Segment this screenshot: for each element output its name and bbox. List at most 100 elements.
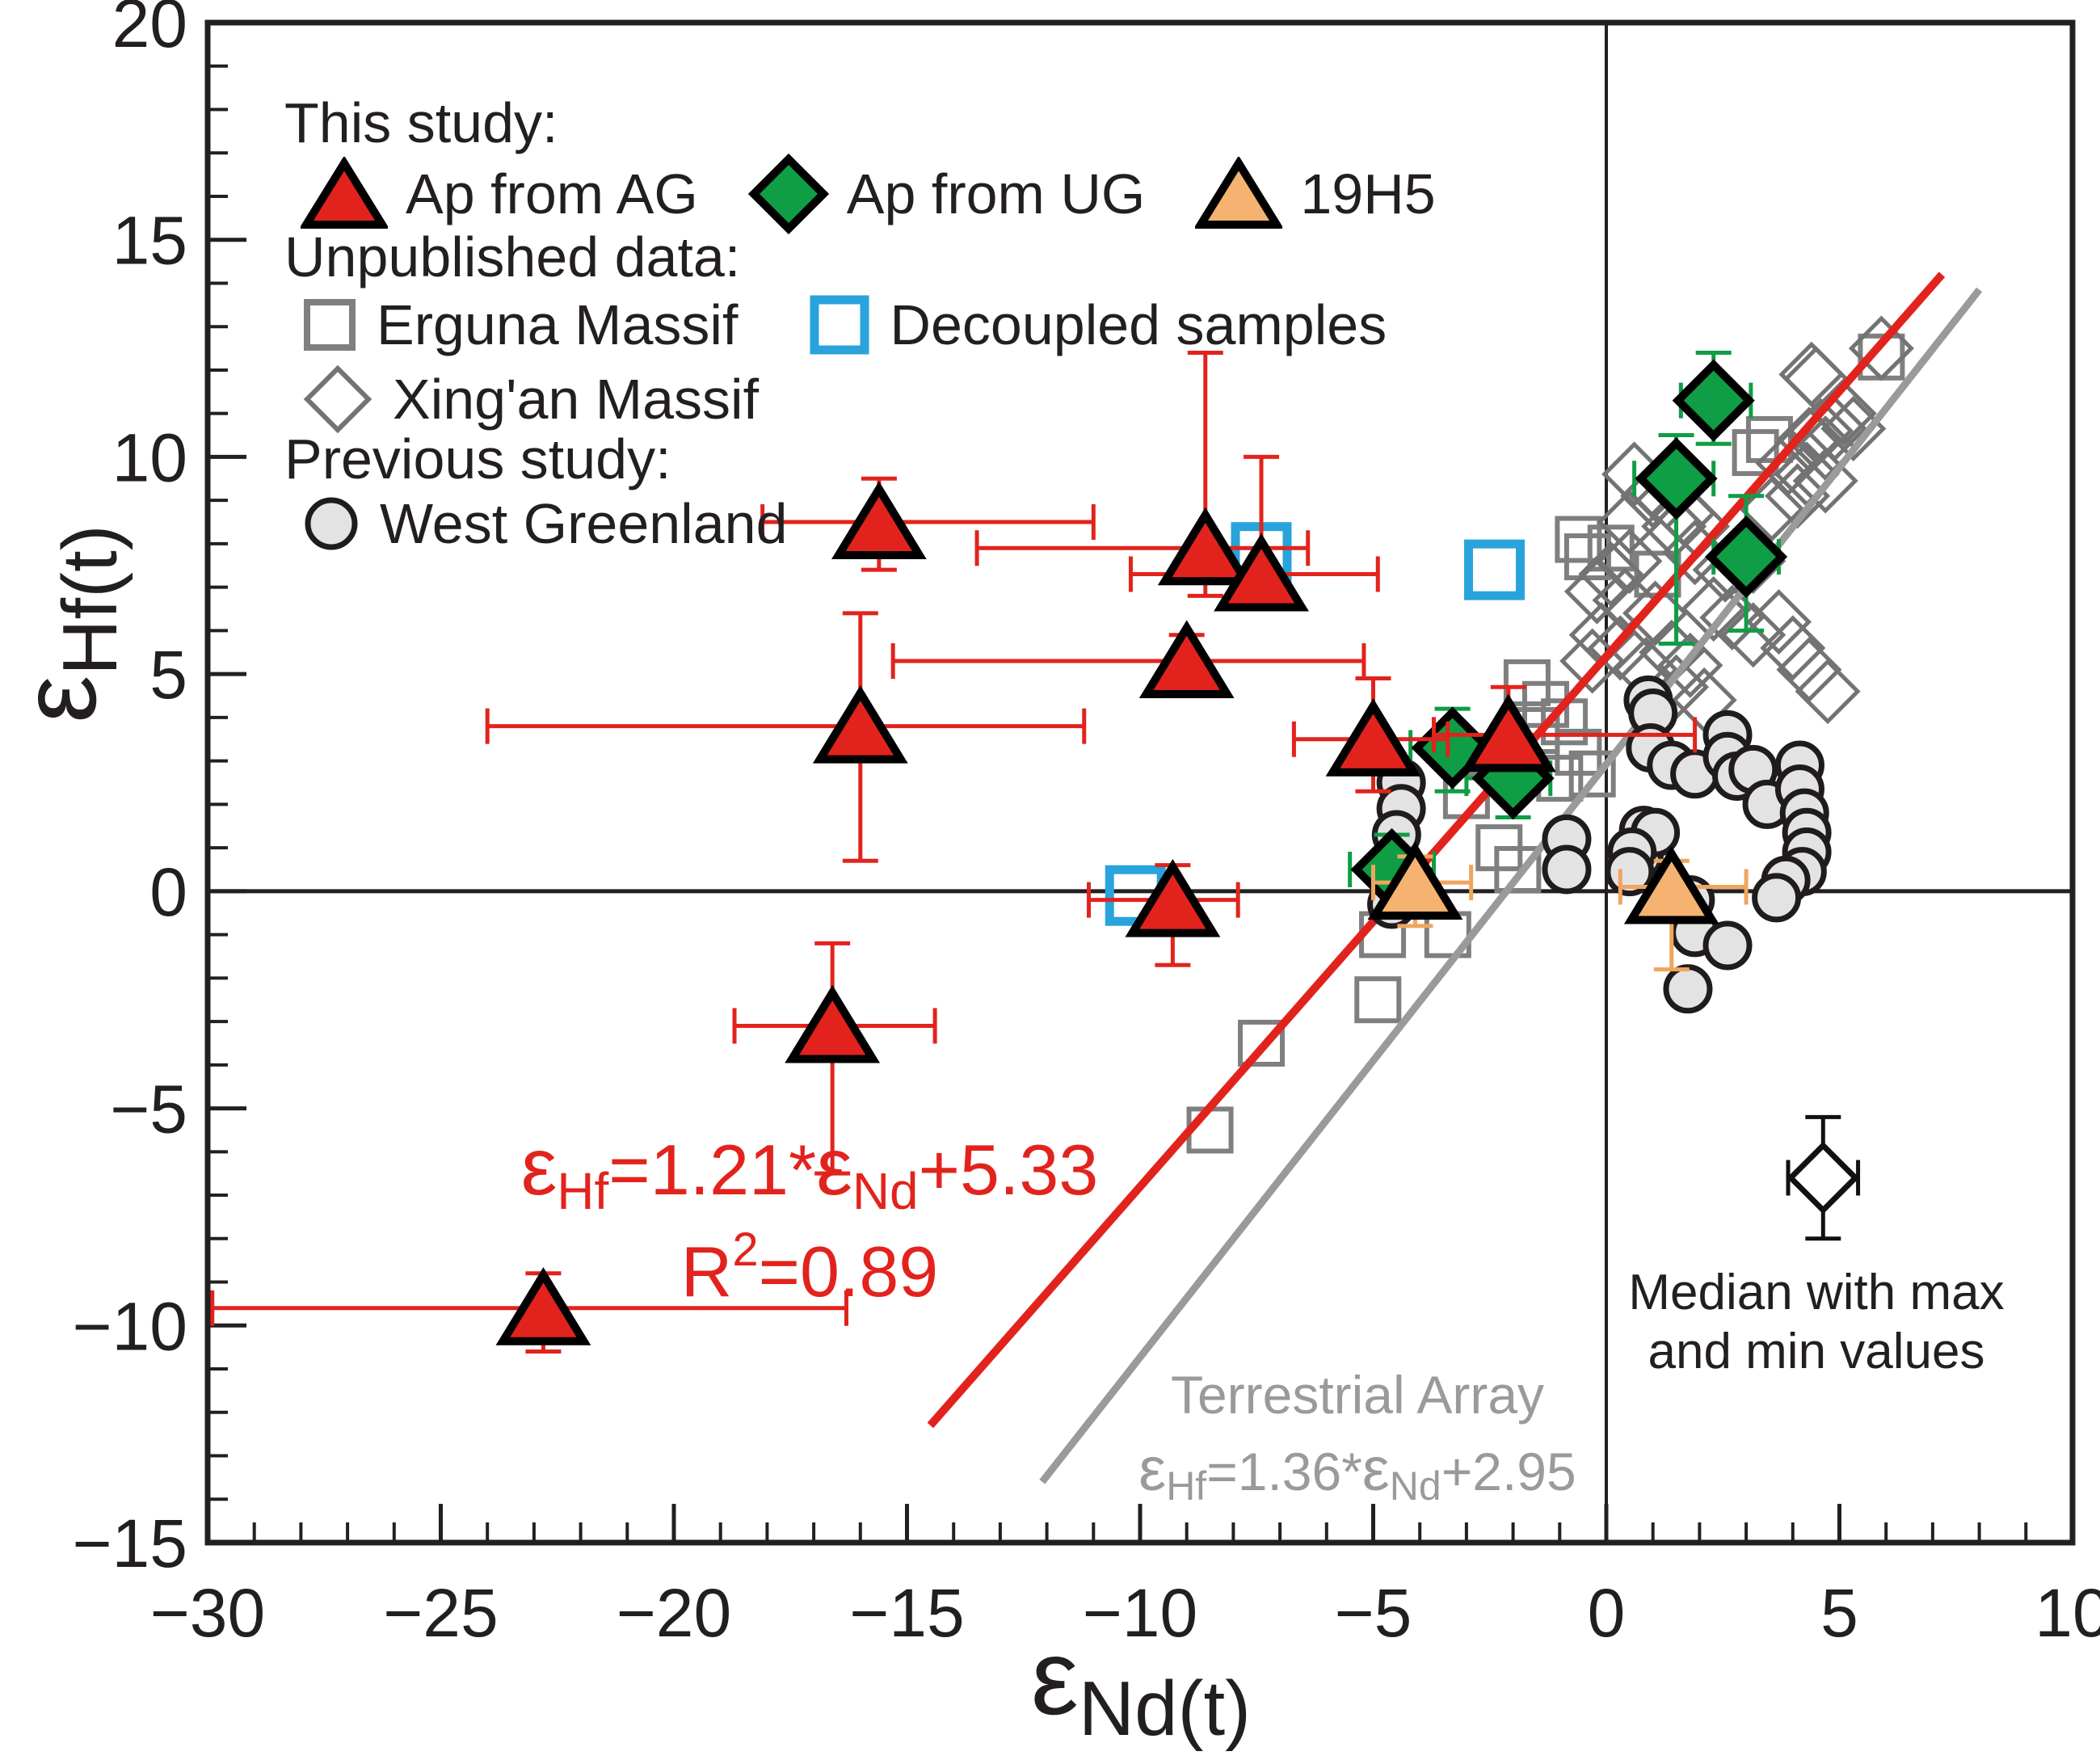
xingan-diamond-marker — [1792, 448, 1858, 514]
west-greenland-circle-marker — [1663, 964, 1713, 1014]
ap-ag-triangle-marker — [1157, 507, 1253, 586]
epsilon-symbol: ε — [816, 1121, 852, 1212]
ap-ug-diamond-marker — [1705, 515, 1788, 599]
r2-superscript: 2 — [732, 1223, 759, 1276]
epsilon-symbol: ε — [0, 675, 118, 723]
h19-triangle-marker — [1623, 845, 1719, 924]
r2-value: =0.89 — [758, 1231, 939, 1312]
decoupled-square-marker — [1464, 539, 1526, 600]
y-axis-subscript: Hf(t) — [47, 524, 133, 676]
median-note: Median with max and min values — [1628, 1263, 2004, 1381]
terrestrial-array-line — [1039, 287, 1983, 1484]
erguna-square-marker — [1494, 845, 1542, 893]
nd-subscript: Nd — [852, 1161, 919, 1220]
xingan-diamond-marker — [1848, 315, 1914, 381]
terrestrial-array-label: Terrestrial Array εHf=1.36*εNd+2.95 — [1138, 1361, 1576, 1513]
west-greenland-circle-marker — [1702, 920, 1753, 971]
median-diamond-symbol — [1786, 1141, 1860, 1215]
epsilon-symbol: ε — [1361, 1434, 1390, 1504]
ap-ug-diamond-marker — [1635, 437, 1718, 520]
xingan-diamond-marker — [1795, 659, 1861, 725]
xingan-diamond-marker — [1597, 528, 1663, 594]
x-tick-label: −10 — [1083, 1575, 1198, 1651]
blue-square-icon — [810, 295, 869, 355]
west-greenland-circle-marker — [1542, 844, 1592, 895]
legend-item-19h5: 19H5 — [1195, 157, 1436, 231]
y-tick-label: 5 — [149, 637, 187, 713]
r2-base: R — [680, 1231, 733, 1312]
red-triangle-icon — [301, 157, 388, 229]
legend-item-ap-ug: Ap from UG — [747, 154, 1146, 234]
y-tick-label: −5 — [110, 1072, 187, 1147]
x-tick-label: 10 — [2035, 1575, 2100, 1651]
xingan-diamond-marker — [1745, 589, 1812, 655]
green-diamond-icon — [747, 154, 829, 234]
legend-section-this-study: This study: — [284, 91, 558, 155]
y-axis-title: εHf(t) — [0, 524, 135, 722]
terrestrial-array-equation: εHf=1.36*εNd+2.95 — [1138, 1430, 1576, 1513]
regression-equation-line1: εHf=1.21*εNd+5.33 — [521, 1119, 1099, 1223]
epsilon-symbol: ε — [520, 1121, 558, 1212]
regression-coef: =1.21* — [608, 1129, 817, 1210]
x-axis-title: εNd(t) — [1031, 1616, 1251, 1754]
legend-section-previous-label: Previous study: — [284, 427, 671, 491]
legend-section-previous: Previous study: — [284, 427, 671, 491]
epsilon-symbol: ε — [1030, 1618, 1079, 1737]
plot-border — [204, 19, 2076, 1546]
x-tick-label: −20 — [617, 1575, 732, 1651]
erguna-square-marker — [1555, 516, 1602, 563]
legend-item-decoupled-label: Decoupled samples — [890, 293, 1387, 356]
x-tick-label: −15 — [849, 1575, 965, 1651]
legend-item-ap-ag-label: Ap from AG — [406, 162, 698, 225]
legend-item-xingan: Xing'an Massif — [301, 362, 759, 436]
legend-row-previous: West Greenland — [301, 491, 788, 556]
nd-subscript: Nd — [1389, 1463, 1441, 1509]
legend-item-erguna-label: Erguna Massif — [377, 293, 739, 356]
x-tick-label: 5 — [1820, 1575, 1858, 1651]
erguna-square-marker — [1745, 415, 1793, 463]
xingan-diamond-marker — [1559, 628, 1626, 694]
terrestrial-intercept: +2.95 — [1441, 1441, 1576, 1501]
y-tick-label: 20 — [112, 0, 187, 61]
x-tick-label: −30 — [150, 1575, 266, 1651]
terrestrial-coef: =1.36* — [1206, 1441, 1362, 1501]
gray-diamond-icon — [303, 364, 372, 434]
x-axis-subscript: Nd(t) — [1078, 1665, 1252, 1752]
xingan-diamond-marker — [1578, 541, 1644, 608]
ap-ag-triangle-marker — [495, 1267, 591, 1345]
erguna-square-marker — [1568, 750, 1616, 798]
erguna-square-marker — [1354, 976, 1402, 1024]
erguna-square-marker — [1732, 429, 1779, 477]
epsilon-symbol: ε — [1138, 1434, 1167, 1504]
xingan-diamond-marker — [1739, 476, 1805, 542]
west-greenland-circle-marker — [1752, 873, 1802, 923]
ap-ag-triangle-marker — [1460, 693, 1556, 773]
legend-row-unpublished-1: Erguna Massif Decoupled samples — [301, 293, 1387, 357]
legend-item-ap-ag: Ap from AG — [301, 157, 698, 231]
legend-row-this-study: Ap from AG Ap from UG 19H5 — [301, 154, 1436, 234]
xingan-diamond-marker — [1776, 637, 1842, 703]
x-tick-label: 0 — [1588, 1575, 1626, 1651]
legend-section-unpublished: Unpublished data: — [284, 225, 740, 289]
median-note-line1: Median with max — [1628, 1264, 2005, 1320]
ap-ag-triangle-marker — [785, 984, 881, 1063]
gray-circle-icon — [305, 497, 358, 550]
legend-section-this-study-label: This study: — [284, 91, 558, 154]
ap-ag-triangle-marker — [831, 481, 927, 560]
erguna-square-marker — [1186, 1106, 1234, 1154]
legend-item-ap-ug-label: Ap from UG — [846, 162, 1146, 225]
regression-intercept: +5.33 — [918, 1129, 1099, 1210]
x-tick-label: −5 — [1335, 1575, 1412, 1651]
legend-section-unpublished-label: Unpublished data: — [284, 225, 741, 288]
h19-triangle-marker — [1367, 841, 1463, 920]
legend-item-decoupled: Decoupled samples — [807, 293, 1387, 357]
hf-subscript: Hf — [557, 1161, 609, 1220]
regression-equation: εHf=1.21*εNd+5.33 R2=0.89 — [521, 1119, 1099, 1313]
xingan-diamond-marker — [1587, 615, 1653, 681]
xingan-diamond-marker — [1783, 346, 1850, 412]
hf-subscript: Hf — [1166, 1463, 1207, 1509]
terrestrial-array-title: Terrestrial Array — [1170, 1365, 1545, 1425]
y-tick-label: −15 — [73, 1505, 188, 1581]
